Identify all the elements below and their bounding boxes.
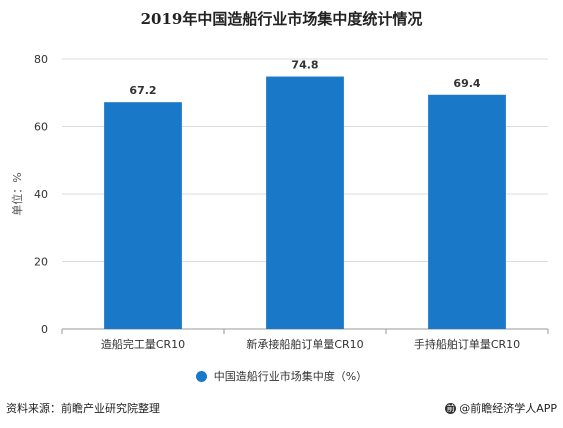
brand-label: @前瞻经济学人APP (459, 402, 557, 415)
y-axis-label: 单位：% (10, 172, 24, 215)
x-tick-label: 新承接船舶订单量CR10 (246, 337, 363, 351)
data-label: 69.4 (453, 77, 480, 90)
legend: 中国造船行业市场集中度（%） (0, 368, 563, 384)
x-tick-label: 造船完工量CR10 (101, 337, 185, 351)
brand-logo-icon: 前 (445, 402, 457, 414)
bar (266, 76, 344, 329)
data-label: 74.8 (291, 59, 318, 72)
y-tick-label: 60 (34, 121, 48, 134)
y-tick-label: 80 (34, 53, 48, 66)
source-note: 资料来源：前瞻产业研究院整理 (6, 402, 160, 415)
y-tick-label: 40 (34, 188, 48, 201)
chart-title: 2019年中国造船行业市场集中度统计情况 (140, 10, 423, 28)
data-label: 67.2 (129, 84, 156, 97)
bar (428, 94, 506, 330)
brand-credit: 前 @前瞻经济学人APP (445, 400, 557, 416)
x-tick-label: 手持船舶订单量CR10 (414, 337, 520, 351)
y-tick-label: 20 (34, 256, 48, 269)
legend-label: 中国造船行业市场集中度（%） (213, 370, 368, 383)
bar (104, 102, 182, 329)
y-tick-label: 0 (41, 323, 48, 336)
legend-marker (195, 370, 207, 382)
